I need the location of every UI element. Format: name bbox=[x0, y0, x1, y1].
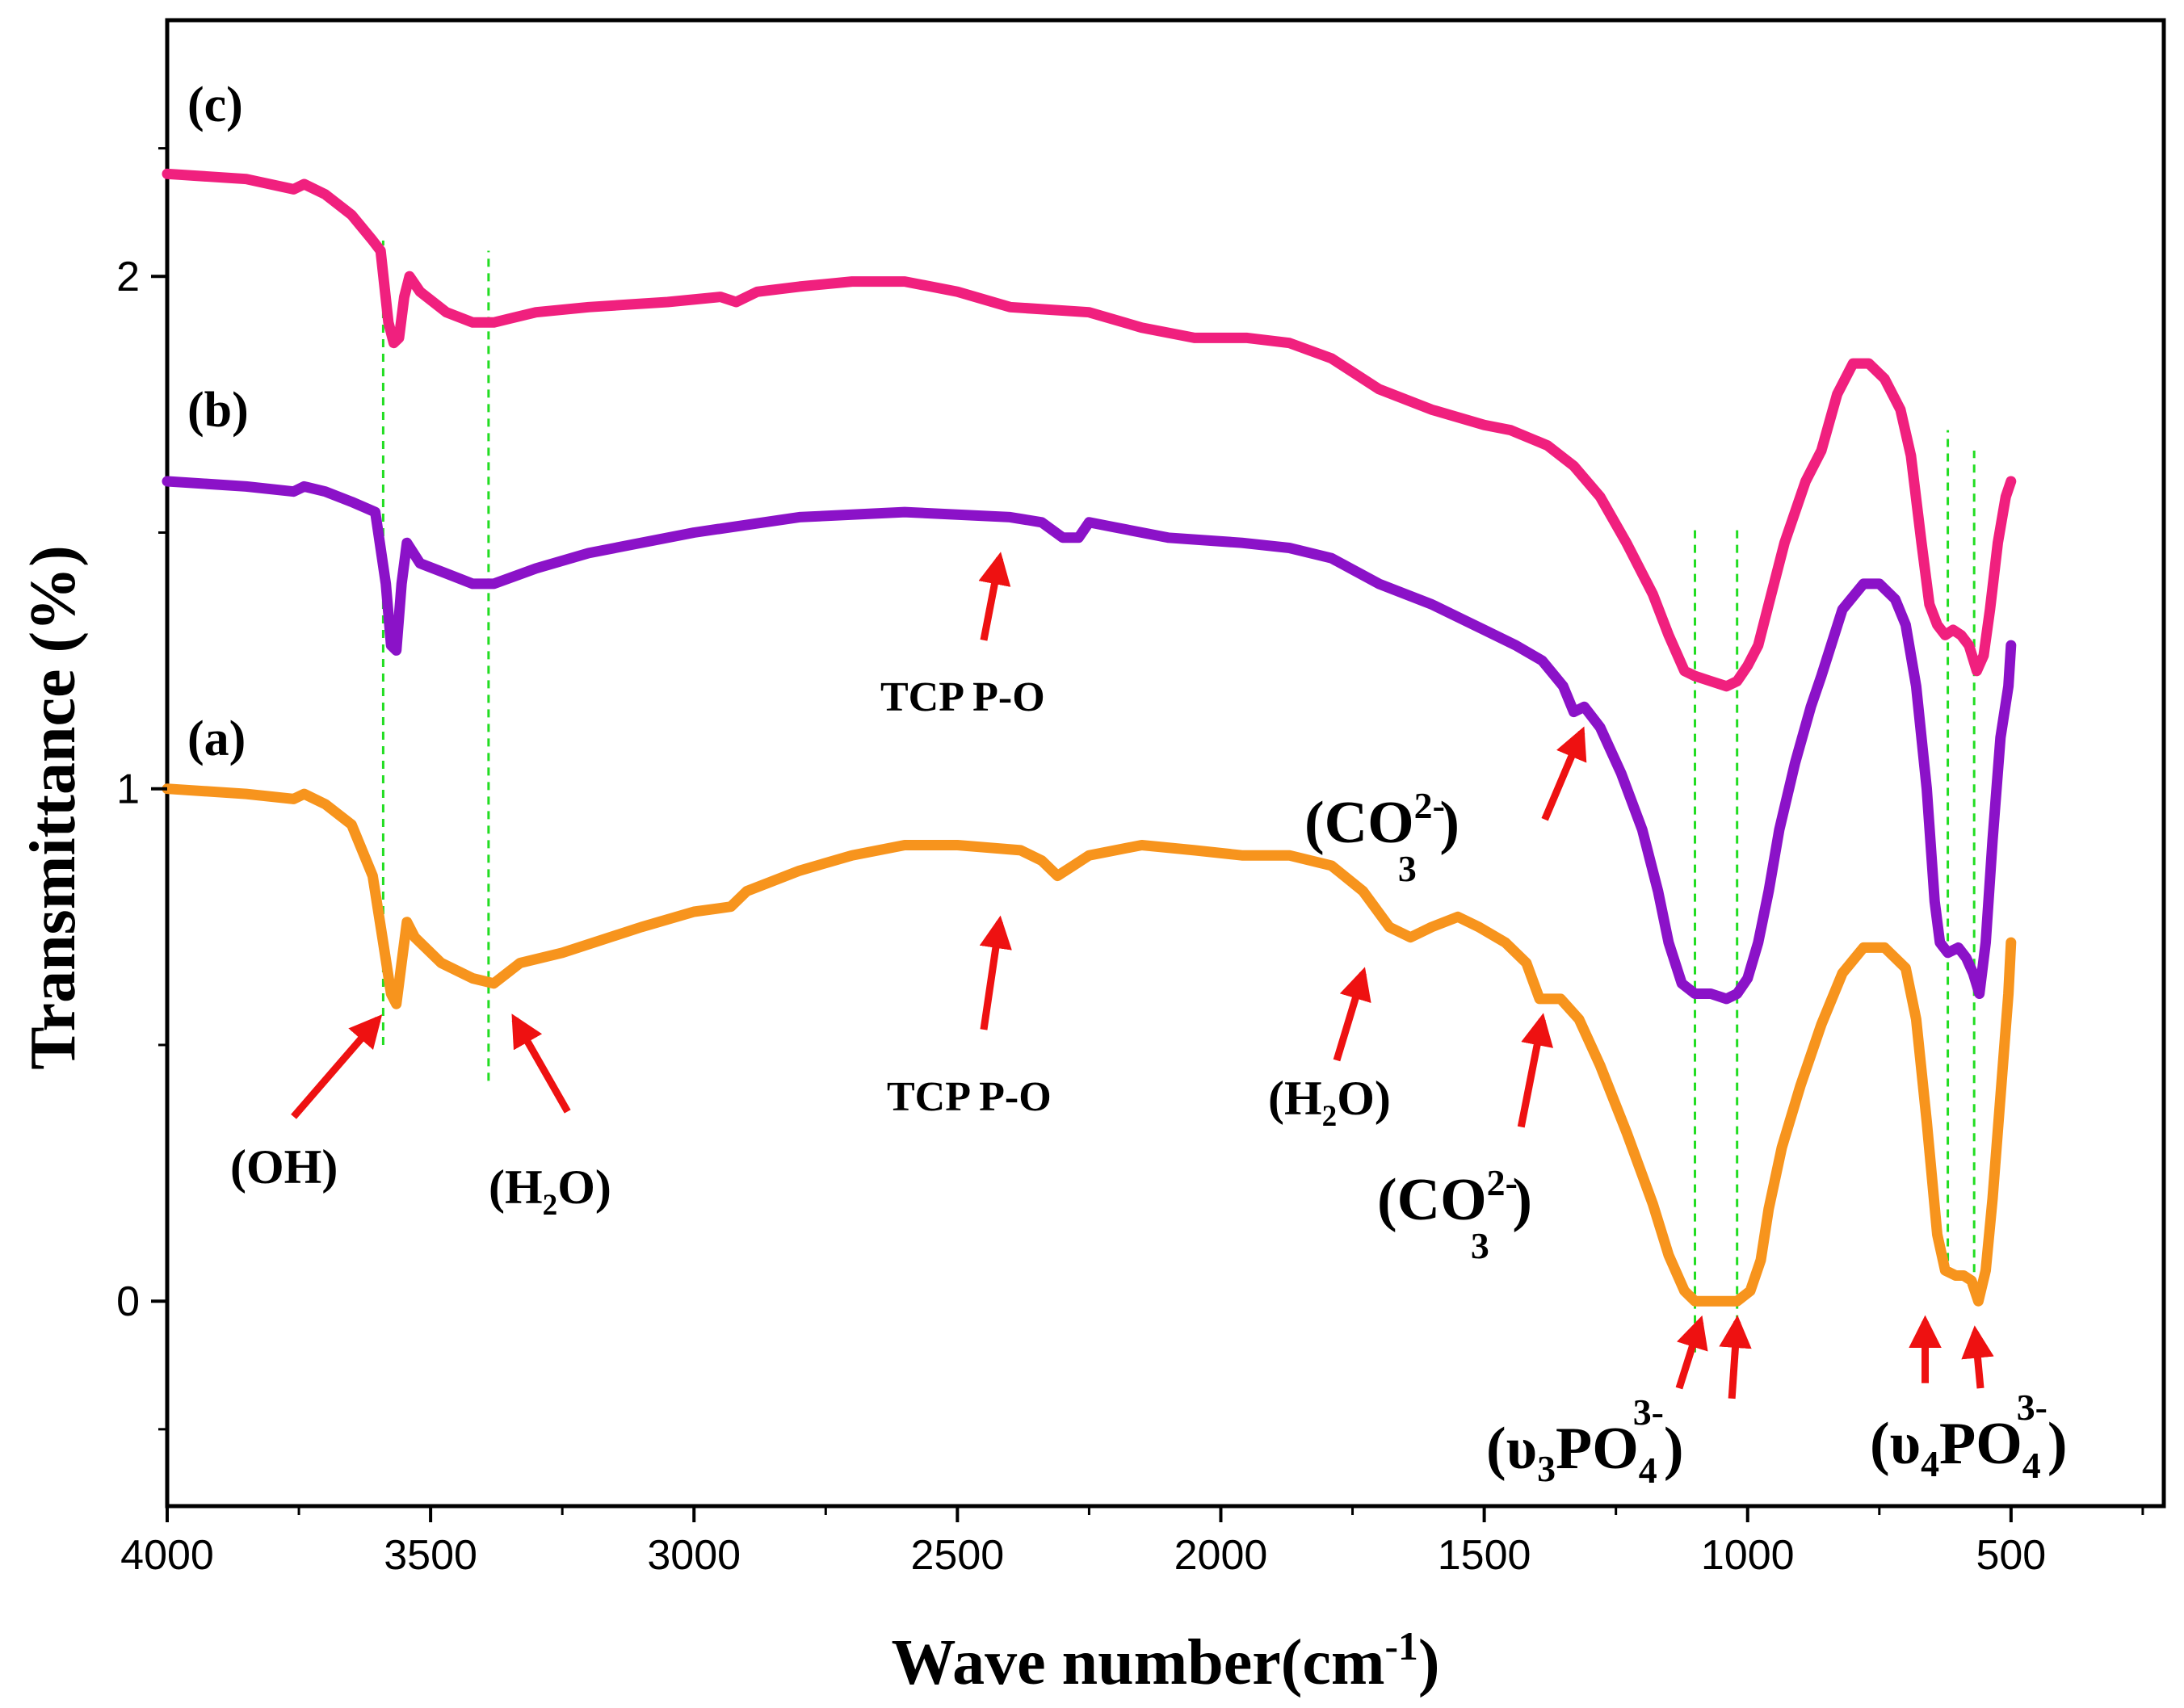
arrow-3 bbox=[1333, 967, 1371, 1062]
x-tick-label-4000: 4000 bbox=[120, 1532, 214, 1579]
annotation-v4-po4: (υ4PO43-) bbox=[1870, 1387, 2068, 1486]
series-label-c: (c) bbox=[187, 78, 243, 132]
guide-lines bbox=[381, 240, 1976, 1353]
x-tick-label-1500: 1500 bbox=[1438, 1532, 1531, 1579]
x-tick-label-3500: 3500 bbox=[384, 1532, 477, 1579]
annotation-co3-upper: (CO2-3 ) bbox=[1304, 785, 1460, 889]
arrow-7 bbox=[1675, 1315, 1708, 1390]
arrow-8 bbox=[1719, 1315, 1752, 1400]
series-label-a: (a) bbox=[187, 711, 246, 766]
arrow-2 bbox=[979, 915, 1012, 1030]
series-label-b: (b) bbox=[187, 383, 249, 438]
annotation-tcp-lower: TCP P-O bbox=[887, 1074, 1052, 1120]
annotation-tcp-upper: TCP P-O bbox=[880, 674, 1045, 720]
x-tick-label-2500: 2500 bbox=[911, 1532, 1005, 1579]
annotation-v3-po4: (υ3PO43-) bbox=[1486, 1391, 1684, 1491]
arrow-1 bbox=[511, 1013, 571, 1114]
y-axis-title: Transmittance (%) bbox=[18, 545, 89, 1070]
series-line-c bbox=[162, 168, 2017, 692]
annotation-h2o-mid: (H2O) bbox=[1268, 1072, 1391, 1133]
x-tick-label-3000: 3000 bbox=[647, 1532, 741, 1579]
plot-frame bbox=[165, 18, 2166, 1509]
annotation-arrows bbox=[291, 552, 1994, 1400]
arrow-10 bbox=[1961, 1325, 1994, 1389]
y-tick-label-2: 2 bbox=[116, 254, 140, 300]
x-axis-title: Wave number(cm-1) bbox=[892, 1624, 1440, 1698]
series-lines bbox=[162, 168, 2017, 1307]
x-tick-label-500: 500 bbox=[1976, 1532, 2046, 1579]
annotation-co3-lower: (CO2-3 ) bbox=[1377, 1162, 1532, 1266]
arrow-4 bbox=[1517, 1013, 1554, 1128]
x-tick-label-1000: 1000 bbox=[1701, 1532, 1795, 1579]
annotation-oh: (OH) bbox=[230, 1140, 338, 1194]
arrow-5 bbox=[978, 552, 1011, 641]
annotation-h2o-left: (H2O) bbox=[489, 1160, 611, 1222]
x-axis-ticks: 4000 3500 3000 2500 2000 1500 1000 500 bbox=[120, 1506, 2144, 1579]
x-tick-label-2000: 2000 bbox=[1174, 1532, 1268, 1579]
arrow-0 bbox=[291, 1014, 383, 1119]
y-axis-ticks: 0 1 2 bbox=[116, 147, 167, 1431]
y-tick-label-1: 1 bbox=[116, 766, 140, 813]
series-line-a bbox=[162, 783, 2017, 1307]
series-line-b bbox=[162, 476, 2017, 1005]
y-tick-label-0: 0 bbox=[116, 1278, 140, 1325]
arrow-6 bbox=[1541, 726, 1587, 821]
